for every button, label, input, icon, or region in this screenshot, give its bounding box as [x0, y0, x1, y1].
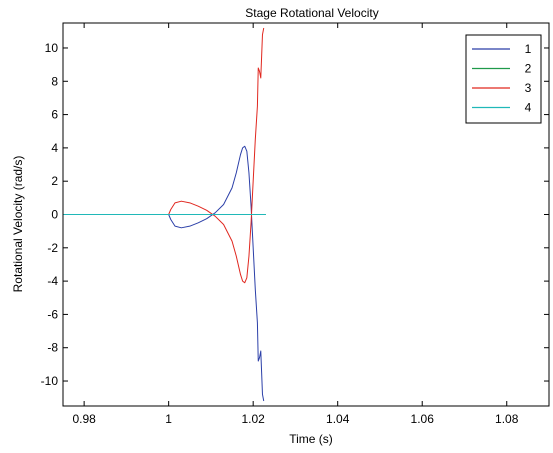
legend: 1 2 3 4: [465, 34, 542, 124]
x-tick-label: 1.04: [326, 412, 350, 426]
y-tick-label: -8: [47, 341, 58, 355]
axis-ticks: 0.98 1 1.02 1.04 1.06 1.08 -10 -8 -6 -4 -2 0 2 4 6 8 10: [41, 23, 549, 426]
y-tick-label: 2: [51, 174, 58, 188]
y-tick-label: 6: [51, 108, 58, 122]
legend-label-4: 4: [525, 101, 532, 115]
series-line-1: [63, 145, 265, 402]
x-tick-label: 1.06: [411, 412, 435, 426]
y-tick-label: 8: [51, 74, 58, 88]
chart-title: Stage Rotational Velocity: [245, 6, 378, 20]
y-tick-label: 10: [45, 41, 59, 55]
y-axis-label: Rotational Velocity (rad/s): [11, 156, 25, 293]
y-tick-label: -6: [47, 307, 58, 321]
y-tick-label: 0: [51, 208, 58, 222]
x-tick-label: 0.98: [72, 412, 96, 426]
plot-area-frame: [62, 22, 550, 407]
x-tick-label: 1.02: [241, 412, 265, 426]
legend-label-3: 3: [525, 81, 532, 95]
x-tick-label: 1.08: [495, 412, 519, 426]
legend-box: [465, 34, 542, 124]
y-tick-label: 4: [51, 141, 58, 155]
series-line-3: [63, 27, 265, 284]
y-tick-label: -2: [47, 241, 58, 255]
y-tick-label: -4: [47, 274, 58, 288]
x-tick-label: 1: [165, 412, 172, 426]
x-axis-label: Time (s): [289, 432, 333, 446]
y-tick-label: -10: [41, 374, 59, 388]
series-lines: [63, 27, 266, 402]
legend-label-1: 1: [525, 42, 532, 56]
legend-label-2: 2: [525, 62, 532, 76]
